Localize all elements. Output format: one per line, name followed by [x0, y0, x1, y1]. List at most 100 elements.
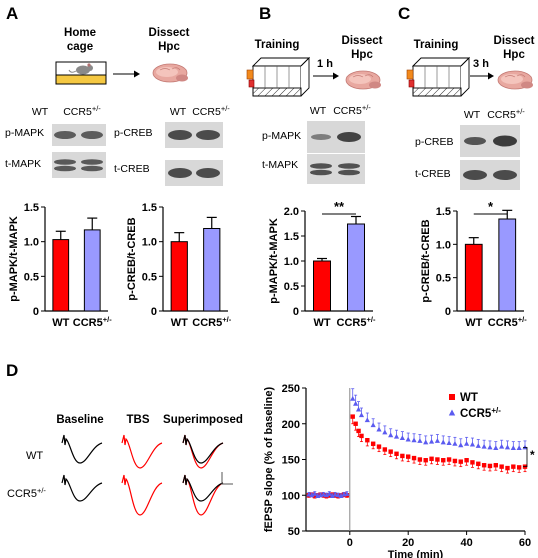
- bar: [52, 239, 70, 312]
- data-point-ccr5: [364, 417, 370, 423]
- data-point-ccr5: [475, 443, 481, 448]
- arrow-icon: [470, 72, 494, 80]
- data-point-ccr5: [338, 493, 344, 498]
- blot-band: [311, 134, 331, 140]
- data-point-wt: [423, 458, 428, 463]
- fepsp-trace: [61, 434, 103, 464]
- data-point-ccr5: [487, 444, 493, 450]
- blot-row-label: p-MAPK: [5, 127, 44, 139]
- delay-label-b: 1 h: [317, 58, 333, 70]
- blot-a-creb: WT CCR5+/- p-CREB t-CREB: [114, 104, 230, 186]
- data-point-ccr5: [423, 439, 429, 445]
- fepsp-trace: [182, 474, 224, 502]
- y-tick-label: 1.0: [24, 237, 39, 249]
- data-point-wt: [417, 457, 423, 462]
- blot-band: [168, 168, 192, 178]
- fepsp-trace: [61, 474, 103, 502]
- training-box-icon: [246, 57, 310, 97]
- blot-row-label: t-MAPK: [5, 158, 41, 170]
- legend-label: WT: [460, 392, 478, 404]
- scale-bar: [221, 472, 233, 485]
- x-tick-label: WT: [171, 317, 188, 329]
- bar: [464, 243, 483, 312]
- y-tick-label: 250: [282, 383, 300, 395]
- blot-row-label: t-CREB: [415, 168, 451, 180]
- y-axis-label: p-CREB/t-CREB: [420, 219, 432, 302]
- data-point-ccr5: [469, 441, 476, 447]
- blot-band: [54, 159, 76, 165]
- data-point-wt: [382, 447, 388, 452]
- trace-header-tbs: TBS: [127, 414, 150, 426]
- y-tick-label: 50: [288, 526, 300, 538]
- brain-icon: [345, 70, 382, 90]
- training-label-c: Training: [414, 39, 459, 51]
- x-tick-label: WT: [465, 317, 482, 329]
- y-tick-label: 0: [33, 306, 39, 318]
- data-point-wt: [388, 449, 393, 454]
- x-axis-label: Time (min): [388, 549, 444, 558]
- data-point-ccr5: [446, 440, 452, 446]
- trace-header-baseline: Baseline: [56, 414, 103, 426]
- data-point-wt: [394, 451, 399, 456]
- blot-band: [337, 132, 361, 142]
- data-point-ccr5: [312, 491, 318, 496]
- data-point-ccr5: [428, 438, 435, 444]
- dissect-label-b-2: Hpc: [351, 49, 373, 61]
- trace-panel: Baseline TBS Superimposed WT CCR5+/-: [7, 414, 243, 516]
- data-point-ccr5: [452, 440, 458, 446]
- fepsp-trace: [182, 434, 224, 464]
- x-tick-label: CCR5+/-: [337, 315, 376, 329]
- data-point-wt: [446, 457, 452, 462]
- y-tick-label: 1.0: [284, 256, 299, 268]
- data-point-wt: [505, 465, 510, 471]
- data-point-ccr5: [306, 491, 312, 497]
- blot-row-label: p-CREB: [114, 127, 153, 139]
- y-tick-label: 0.5: [436, 273, 451, 285]
- y-tick-label: 1.5: [436, 206, 451, 218]
- y-axis-label: p-MAPK/t-MAPK: [268, 218, 280, 304]
- blot-band: [493, 135, 517, 147]
- x-tick-label: 60: [519, 537, 531, 549]
- data-point-ccr5: [440, 439, 446, 445]
- x-tick-label: 20: [402, 537, 414, 549]
- dissect-label-a-1: Dissect: [149, 27, 190, 39]
- dissect-label-b-1: Dissect: [342, 35, 383, 47]
- brain-icon: [152, 63, 189, 83]
- significance-marker: *: [488, 199, 494, 214]
- fepsp-trace: [121, 474, 163, 516]
- data-point-ccr5: [493, 445, 499, 451]
- data-point-ccr5: [350, 395, 356, 401]
- bar: [313, 260, 331, 312]
- blot-band: [310, 169, 332, 176]
- blot-band: [464, 137, 486, 145]
- panel-label-b: B: [259, 4, 271, 23]
- data-point-wt: [435, 457, 440, 462]
- dissect-label-c-2: Hpc: [503, 49, 525, 61]
- data-point-wt: [499, 464, 504, 469]
- data-point-ccr5: [499, 443, 505, 449]
- y-tick-label: 150: [282, 455, 300, 467]
- blot-header-ccr5: CCR5+/-: [63, 104, 101, 118]
- data-point-wt: [376, 444, 382, 449]
- brain-icon: [497, 70, 534, 90]
- data-point-wt: [441, 458, 446, 463]
- blot-band: [463, 170, 487, 180]
- trace-row-label-ccr5: CCR5+/-: [7, 486, 46, 500]
- blot-band: [168, 130, 192, 140]
- blot-row-label: p-MAPK: [262, 130, 301, 142]
- data-point-ccr5: [510, 445, 516, 451]
- data-point-ccr5: [481, 443, 487, 449]
- legend-marker-ccr5: [448, 409, 456, 416]
- data-point-ccr5: [358, 412, 365, 418]
- y-tick-label: 0.5: [24, 271, 39, 283]
- significance-marker: **: [334, 199, 345, 214]
- y-tick-label: 2.0: [284, 206, 299, 218]
- data-point-ccr5: [323, 492, 330, 498]
- delay-label-c: 3 h: [473, 58, 489, 70]
- blot-strip: [52, 152, 106, 178]
- y-axis-label: p-CREB/t-CREB: [126, 217, 138, 300]
- dissect-label-a-2: Hpc: [158, 41, 180, 53]
- blot-header-wt: WT: [464, 109, 481, 121]
- data-point-wt: [452, 458, 458, 464]
